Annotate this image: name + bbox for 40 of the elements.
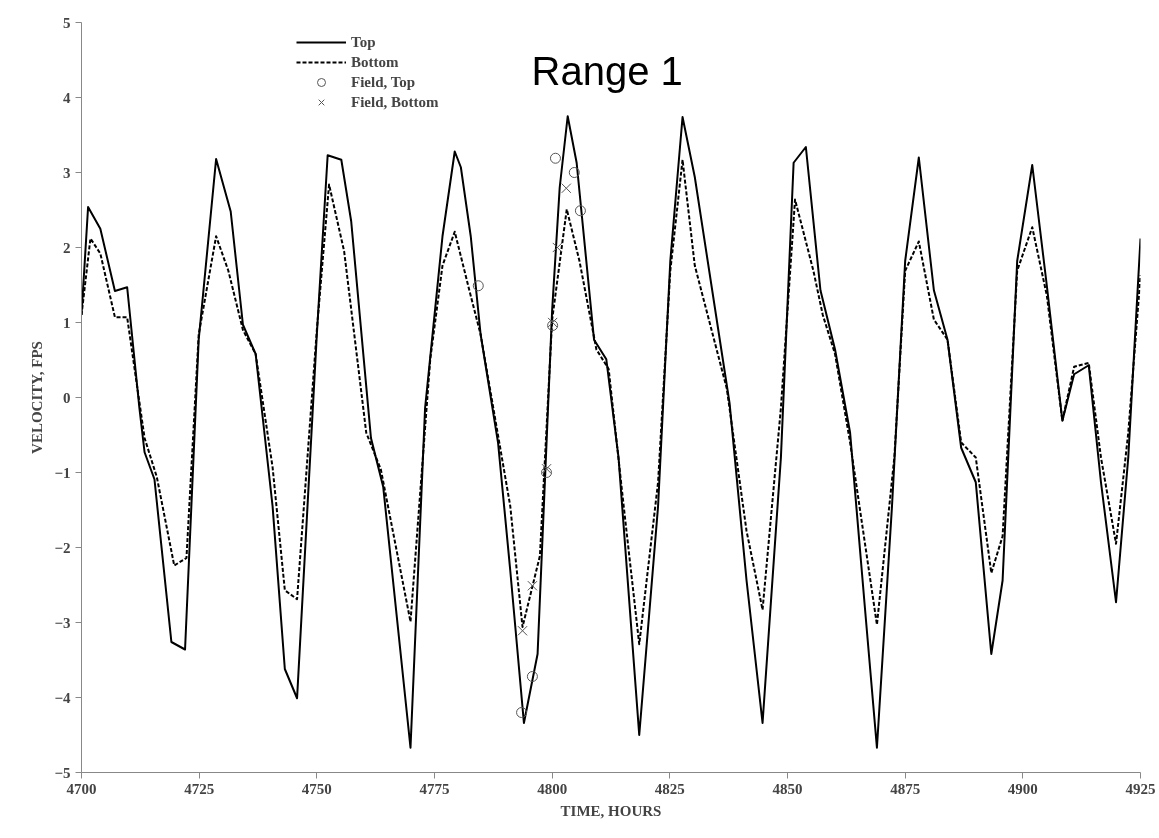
y-tick-label: −1 — [54, 464, 71, 481]
y-tick-label: 5 — [63, 14, 71, 31]
y-tick-label: −5 — [54, 764, 71, 781]
y-tick-label: 3 — [63, 164, 71, 181]
legend-label: Field, Bottom — [351, 93, 439, 111]
y-tick-label: 4 — [63, 89, 71, 106]
point — [517, 625, 528, 636]
y-tick-label: −4 — [54, 689, 71, 706]
x-tick-label: 4850 — [772, 780, 803, 797]
point — [526, 671, 538, 682]
x-axis-title: TIME, HOURS — [560, 802, 662, 819]
x-tick-label: 4725 — [184, 780, 215, 797]
y-tick-label: 2 — [63, 239, 71, 256]
y-tick-label: 1 — [63, 314, 71, 331]
point — [549, 152, 561, 164]
x-tick-label: 4825 — [654, 780, 685, 797]
point — [561, 183, 572, 194]
point — [541, 463, 552, 474]
point — [568, 167, 580, 178]
point — [472, 280, 484, 292]
y-tick-label: 0 — [63, 389, 71, 406]
y-axis-title: VELOCITY, FPS — [29, 341, 46, 454]
point — [552, 242, 563, 253]
legend-label: Field, Top — [351, 73, 416, 91]
x-tick-label: 4750 — [301, 780, 332, 797]
text: Range 1 — [531, 48, 683, 93]
x-tick-label: 4800 — [537, 780, 568, 797]
y-tick-label: −2 — [54, 539, 71, 556]
point — [541, 467, 553, 478]
legend-label: Bottom — [351, 53, 399, 71]
x-tick-label: 4875 — [890, 780, 921, 797]
y-tick-label: −3 — [54, 614, 71, 631]
x-tick-label: 4900 — [1007, 780, 1038, 797]
x-tick-label: 4925 — [1125, 780, 1156, 797]
legend-label: Top — [351, 33, 376, 51]
point — [516, 707, 528, 718]
point — [527, 580, 538, 591]
x-tick-label: 4700 — [66, 780, 97, 797]
x-tick-label: 4775 — [419, 780, 450, 797]
point — [574, 205, 586, 217]
